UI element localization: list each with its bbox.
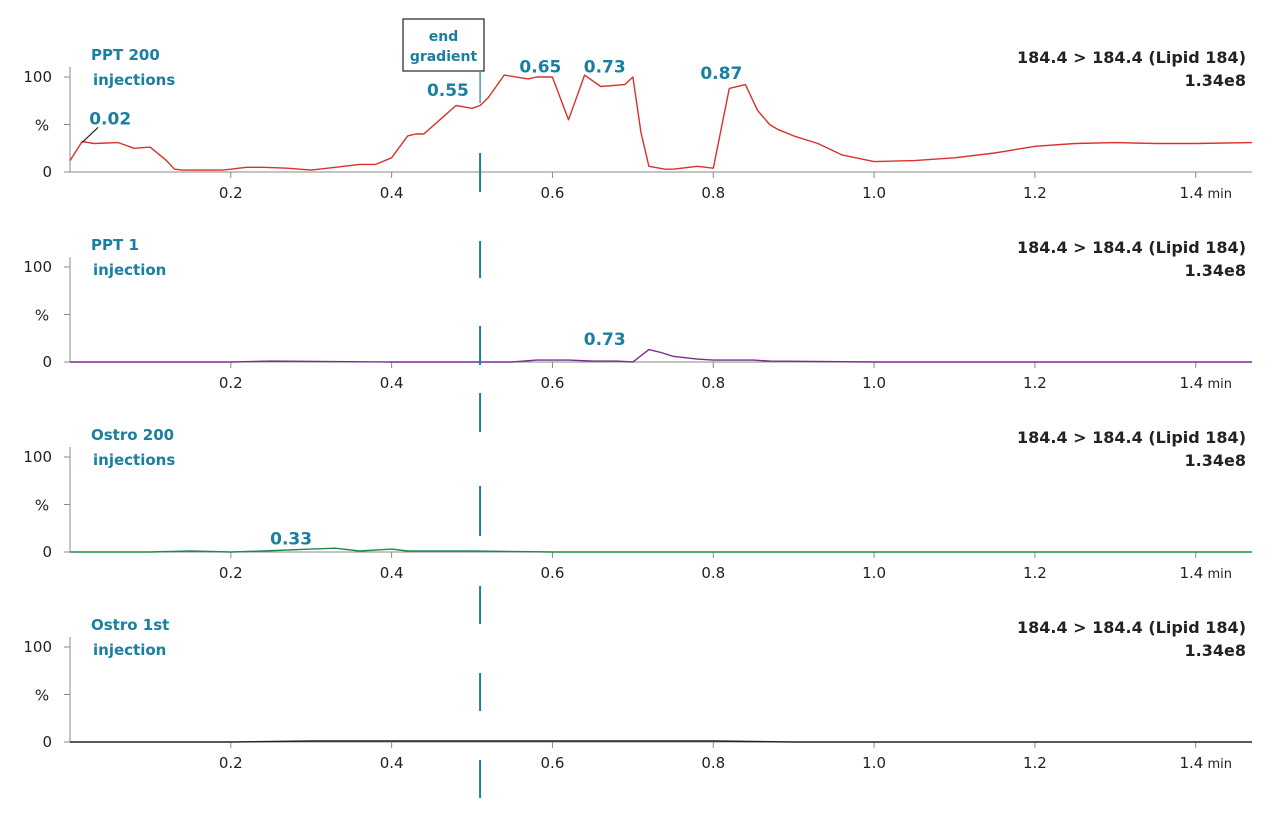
x-tick-label: 0.2 [219,754,243,772]
x-tick-label: 0.6 [541,184,565,202]
x-tick-label: 1.4 min [1179,564,1232,582]
intensity-label: 1.34e8 [1185,641,1246,660]
y-tick-label: 0 [42,353,52,371]
panel-title-line1: PPT 200 [91,46,160,64]
peak-label: 0.55 [427,81,469,101]
panel-title-line2: injection [93,641,166,659]
x-axis-unit: min [1203,567,1232,582]
x-tick-label: 1.4 min [1179,184,1232,202]
x-tick-label: 0.8 [701,374,725,392]
y-tick-label: 100 [23,68,52,86]
y-tick-label: 0 [42,163,52,181]
x-tick-label: 0.8 [701,754,725,772]
peak-label: 0.87 [700,64,742,84]
series-line [70,740,1252,743]
x-tick-label: 1.2 [1023,754,1047,772]
intensity-label: 1.34e8 [1185,71,1246,90]
x-tick-label: 0.2 [219,374,243,392]
x-tick-label: 0.4 [380,374,404,392]
y-tick-label: 100 [23,258,52,276]
x-tick-label: 1.2 [1023,564,1047,582]
y-tick-label: 0 [42,543,52,561]
x-tick-label: 1.0 [862,564,886,582]
x-tick-label: 0.2 [219,564,243,582]
x-axis-unit: min [1203,757,1232,772]
x-tick-label: 0.2 [219,184,243,202]
panel-title-line2: injection [93,261,166,279]
series-line [70,348,1252,363]
x-tick-label: 1.0 [862,754,886,772]
x-tick-label: 1.2 [1023,184,1047,202]
x-axis-unit: min [1203,187,1232,202]
end-gradient-label-line1: end [429,29,458,45]
mrm-transition-label: 184.4 > 184.4 (Lipid 184) [1017,48,1246,67]
panel-title-line1: Ostro 1st [91,616,169,634]
mrm-transition-label: 184.4 > 184.4 (Lipid 184) [1017,238,1246,257]
intensity-label: 1.34e8 [1185,261,1246,280]
x-tick-label: 0.6 [541,374,565,392]
panel-title-line2: injections [93,71,175,89]
y-tick-label: 100 [23,638,52,656]
peak-label: 0.65 [519,57,561,77]
x-tick-label: 0.4 [380,754,404,772]
x-tick-label: 1.0 [862,184,886,202]
x-tick-label: 0.4 [380,564,404,582]
y-axis-label: % [35,497,49,515]
peak-leader-line [81,126,99,143]
x-tick-label: 0.8 [701,564,725,582]
y-axis-label: % [35,307,49,325]
panel-title-line1: PPT 1 [91,236,139,254]
series-line [69,74,1253,171]
panel-title-line2: injections [93,451,175,469]
peak-label: 0.33 [270,529,312,549]
panel-title-line1: Ostro 200 [91,426,174,444]
x-tick-label: 0.4 [380,184,404,202]
x-tick-label: 0.6 [541,754,565,772]
x-axis-unit: min [1203,377,1232,392]
peak-label: 0.73 [584,330,626,350]
mrm-transition-label: 184.4 > 184.4 (Lipid 184) [1017,618,1246,637]
mrm-transition-label: 184.4 > 184.4 (Lipid 184) [1017,428,1246,447]
peak-label: 0.73 [584,57,626,77]
x-tick-label: 1.0 [862,374,886,392]
y-axis-label: % [35,687,49,705]
end-gradient-box [402,18,485,72]
peak-label: 0.02 [89,110,131,130]
x-tick-label: 1.4 min [1179,754,1232,772]
y-tick-label: 100 [23,448,52,466]
x-tick-label: 0.6 [541,564,565,582]
intensity-label: 1.34e8 [1185,451,1246,470]
x-tick-label: 0.8 [701,184,725,202]
series-line [70,547,1252,553]
x-tick-label: 1.2 [1023,374,1047,392]
x-tick-label: 1.4 min [1179,374,1232,392]
y-axis-label: % [35,117,49,135]
y-tick-label: 0 [42,733,52,751]
end-gradient-label-line2: gradient [410,49,478,65]
